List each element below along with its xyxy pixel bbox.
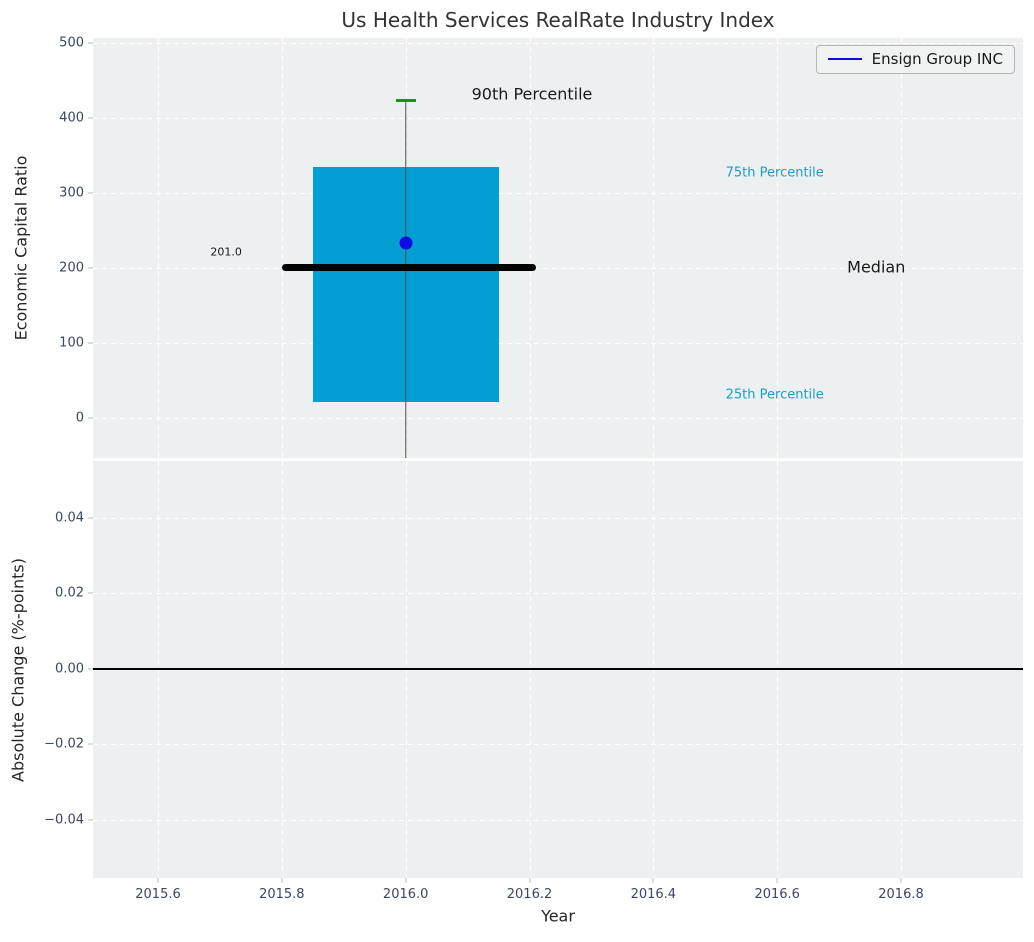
annotation-25th-percentile: 25th Percentile: [725, 387, 824, 403]
x-axis-label: Year: [541, 906, 575, 926]
gridline-vertical: [281, 38, 283, 458]
y-tick-label: 300: [59, 185, 84, 201]
gridline-horizontal: [93, 43, 1023, 45]
x-tick-label: 2016.4: [630, 887, 677, 902]
y-tick-label: 0.00: [55, 661, 84, 677]
annotation-90th-percentile: 90th Percentile: [471, 84, 593, 104]
x-tick-label: 2016.0: [382, 887, 429, 902]
y-tick-mark: [88, 668, 93, 670]
gridline-horizontal: [93, 744, 1023, 746]
median-line: [281, 263, 536, 271]
gridline-horizontal: [93, 417, 1023, 419]
whisker-line: [404, 100, 407, 458]
y-tick-label: −0.04: [44, 812, 84, 828]
axes-economic-capital-ratio: Ensign Group INC 90th Percentile 201.0 75t…: [93, 38, 1023, 458]
annotation-median: Median: [847, 257, 906, 277]
x-tick-mark: [900, 878, 902, 883]
x-tick-mark: [405, 878, 407, 883]
y-tick-label: 0.04: [55, 510, 84, 526]
gridline-vertical: [777, 38, 779, 458]
y-tick-label: 400: [59, 110, 84, 126]
y-tick-mark: [88, 592, 93, 594]
annotation-201-0: 201.0: [210, 245, 242, 259]
y-axis-label-bottom: Absolute Change (%-points): [8, 558, 28, 782]
y-tick-mark: [88, 517, 93, 519]
cap-90th-percentile: [395, 99, 416, 103]
gridline-vertical: [158, 38, 159, 458]
y-tick-mark: [88, 267, 93, 269]
y-tick-mark: [88, 342, 93, 344]
legend-label: Ensign Group INC: [871, 50, 1003, 68]
y-tick-mark: [88, 42, 93, 44]
x-tick-mark: [776, 878, 778, 883]
y-tick-label: 0: [75, 410, 84, 426]
y-tick-label: 200: [59, 260, 84, 276]
y-tick-mark: [88, 417, 93, 419]
legend: Ensign Group INC: [815, 45, 1015, 74]
gridline-vertical: [529, 38, 531, 458]
x-tick-label: 2015.6: [135, 887, 181, 902]
y-axis-label-top: Economic Capital Ratio: [11, 155, 31, 341]
y-tick-mark: [88, 192, 93, 194]
x-tick-label: 2016.2: [506, 887, 553, 902]
x-tick-mark: [281, 878, 283, 883]
gridline-horizontal: [93, 193, 1023, 195]
x-tick-mark: [529, 878, 531, 883]
gridline-horizontal: [93, 593, 1023, 595]
zero-reference-line: [93, 668, 1023, 670]
chart-title: Us Health Services RealRate Industry Ind…: [341, 8, 775, 32]
gridline-horizontal: [93, 342, 1023, 344]
y-tick-label: 0.02: [55, 585, 84, 601]
gridline-horizontal: [93, 819, 1023, 821]
x-tick-label: 2015.8: [259, 887, 305, 902]
x-tick-mark: [652, 878, 654, 883]
gridline-vertical: [901, 38, 903, 458]
x-tick-mark: [157, 878, 159, 883]
legend-line-sample: [827, 58, 862, 60]
y-tick-mark: [88, 117, 93, 119]
y-tick-mark: [88, 819, 93, 821]
axes-absolute-change: [93, 461, 1023, 878]
y-tick-label: −0.02: [44, 736, 84, 752]
annotation-75th-percentile: 75th Percentile: [725, 165, 824, 181]
x-tick-label: 2016.8: [878, 887, 924, 902]
y-tick-mark: [88, 743, 93, 745]
y-tick-label: 100: [59, 335, 84, 351]
gridline-horizontal: [93, 268, 1023, 270]
gridline-horizontal: [93, 118, 1023, 120]
gridline-horizontal: [93, 517, 1023, 519]
gridline-vertical: [653, 38, 655, 458]
x-tick-label: 2016.6: [754, 887, 800, 902]
ensign-group-data-point: [399, 236, 413, 250]
y-tick-label: 500: [59, 35, 84, 51]
